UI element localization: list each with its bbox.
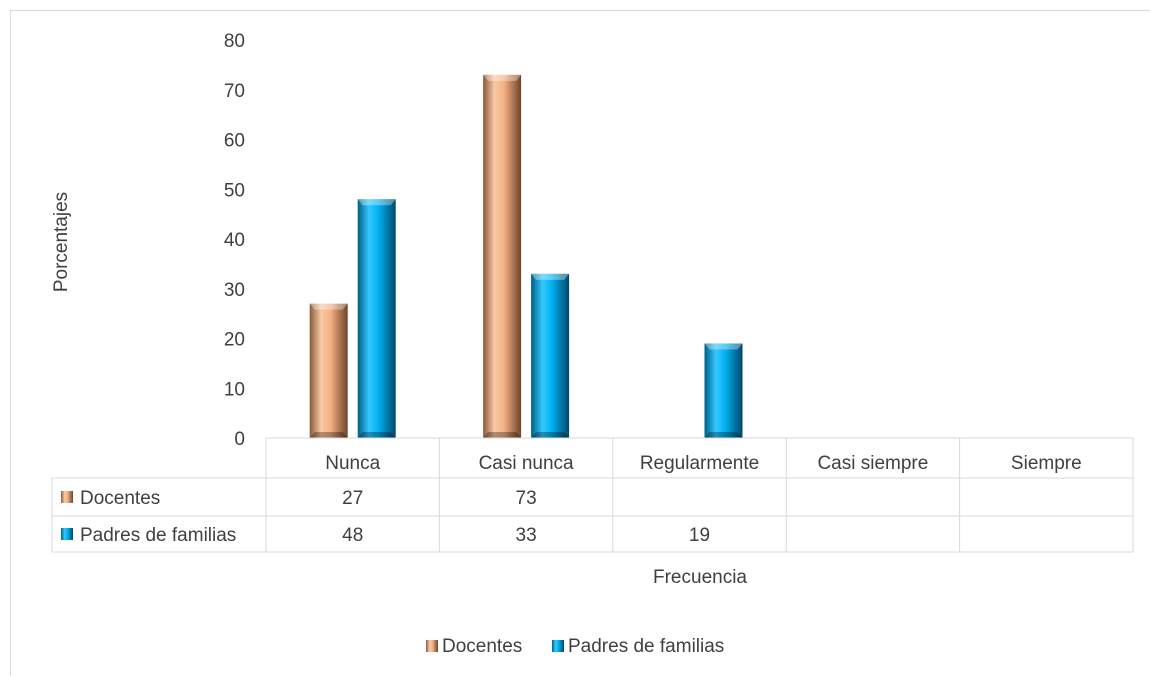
x-tick-label: Siempre xyxy=(1011,453,1082,474)
y-tick-label: 60 xyxy=(224,131,245,152)
bars-group xyxy=(309,74,743,438)
bar-docentes-1 xyxy=(483,74,522,438)
y-tick-label: 70 xyxy=(224,81,245,102)
legend-key xyxy=(552,640,564,652)
y-axis: 0 10 20 30 40 50 60 70 80 xyxy=(224,31,245,450)
table-cell-value: 73 xyxy=(516,488,537,509)
bar-bevel-bottom xyxy=(483,432,522,438)
y-tick-label: 20 xyxy=(224,330,245,351)
legend-key xyxy=(426,640,438,652)
bar-bevel-bottom xyxy=(704,432,743,438)
table-cell-value: 19 xyxy=(689,525,710,546)
y-tick-label: 30 xyxy=(224,280,245,301)
table-cell-value: 48 xyxy=(342,525,363,546)
y-axis-label: Porcentajes xyxy=(51,192,72,292)
bar-padres-2 xyxy=(704,343,743,438)
data-table: Nunca Casi nunca Regularmente Casi siempre S… xyxy=(51,437,1134,553)
legend-label: Padres de familias xyxy=(568,636,724,657)
bar-padres-0 xyxy=(357,199,396,438)
x-tick-label: Casi nunca xyxy=(479,453,574,474)
x-tick-label: Nunca xyxy=(325,453,380,474)
table-series-key xyxy=(61,491,73,503)
bar-bevel-top xyxy=(531,273,570,280)
bar-padres-1 xyxy=(531,273,570,438)
x-tick-label: Regularmente xyxy=(640,453,759,474)
y-tick-label: 10 xyxy=(224,379,245,400)
legend-label: Docentes xyxy=(442,636,522,657)
table-series-name: Padres de familias xyxy=(80,525,236,546)
bar-bevel-bottom xyxy=(357,432,396,438)
y-tick-label: 80 xyxy=(224,31,245,52)
chart-frame xyxy=(10,10,1150,676)
bar-bevel-top xyxy=(704,343,743,350)
table-cell-value: 27 xyxy=(342,488,363,509)
bar-docentes-0 xyxy=(309,303,348,438)
bar-bevel-bottom xyxy=(309,432,348,438)
bar-bevel-top xyxy=(483,74,522,81)
bar-bevel-top xyxy=(309,303,348,310)
x-axis-label: Frecuencia xyxy=(653,567,747,588)
table-series-key xyxy=(61,528,73,540)
y-tick-label: 0 xyxy=(234,429,245,450)
table-series-name: Docentes xyxy=(80,488,160,509)
x-tick-label: Casi siempre xyxy=(817,453,928,474)
legend: Docentes Padres de familias xyxy=(426,636,724,657)
y-tick-label: 40 xyxy=(224,230,245,251)
bar-bevel-bottom xyxy=(531,432,570,438)
table-cell-value: 33 xyxy=(516,525,537,546)
bar-bevel-top xyxy=(357,199,396,206)
y-tick-label: 50 xyxy=(224,180,245,201)
